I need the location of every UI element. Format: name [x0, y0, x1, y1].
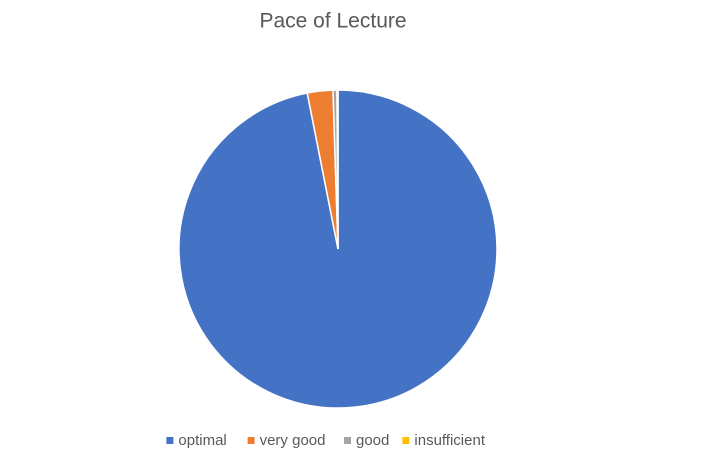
- legend-swatch: [402, 437, 410, 444]
- legend-swatch: [166, 437, 174, 444]
- legend-label: very good: [260, 432, 326, 449]
- legend-label: insufficient: [414, 432, 485, 449]
- legend-label: good: [356, 432, 389, 449]
- legend-swatch: [344, 437, 351, 444]
- legend-swatch: [247, 437, 255, 444]
- chart-title: Pace of Lecture: [259, 10, 406, 33]
- pie-slice: [336, 89, 339, 250]
- legend-label: optimal: [178, 432, 226, 449]
